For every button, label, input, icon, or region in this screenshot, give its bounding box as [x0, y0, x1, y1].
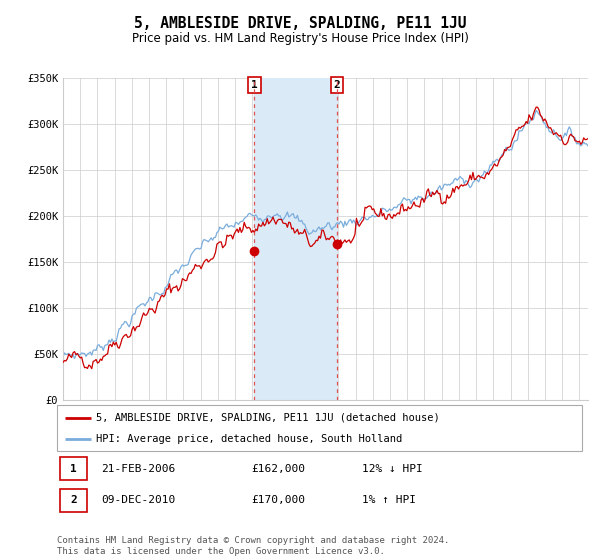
Bar: [254, 78, 337, 400]
Text: £162,000: £162,000: [251, 464, 305, 474]
Text: 5, AMBLESIDE DRIVE, SPALDING, PE11 1JU (detached house): 5, AMBLESIDE DRIVE, SPALDING, PE11 1JU (…: [97, 413, 440, 423]
Text: 2: 2: [70, 495, 77, 505]
Text: 2: 2: [334, 80, 340, 90]
FancyBboxPatch shape: [59, 489, 87, 511]
Text: £170,000: £170,000: [251, 495, 305, 505]
FancyBboxPatch shape: [59, 458, 87, 480]
Text: 12% ↓ HPI: 12% ↓ HPI: [361, 464, 422, 474]
Text: Price paid vs. HM Land Registry's House Price Index (HPI): Price paid vs. HM Land Registry's House …: [131, 32, 469, 45]
Text: 09-DEC-2010: 09-DEC-2010: [101, 495, 176, 505]
Text: 1: 1: [251, 80, 258, 90]
Text: 1: 1: [70, 464, 77, 474]
Text: 1% ↑ HPI: 1% ↑ HPI: [361, 495, 415, 505]
Text: 5, AMBLESIDE DRIVE, SPALDING, PE11 1JU: 5, AMBLESIDE DRIVE, SPALDING, PE11 1JU: [134, 16, 466, 31]
FancyBboxPatch shape: [57, 405, 582, 451]
Text: Contains HM Land Registry data © Crown copyright and database right 2024.
This d: Contains HM Land Registry data © Crown c…: [57, 536, 449, 556]
Text: 21-FEB-2006: 21-FEB-2006: [101, 464, 176, 474]
Text: HPI: Average price, detached house, South Holland: HPI: Average price, detached house, Sout…: [97, 435, 403, 444]
